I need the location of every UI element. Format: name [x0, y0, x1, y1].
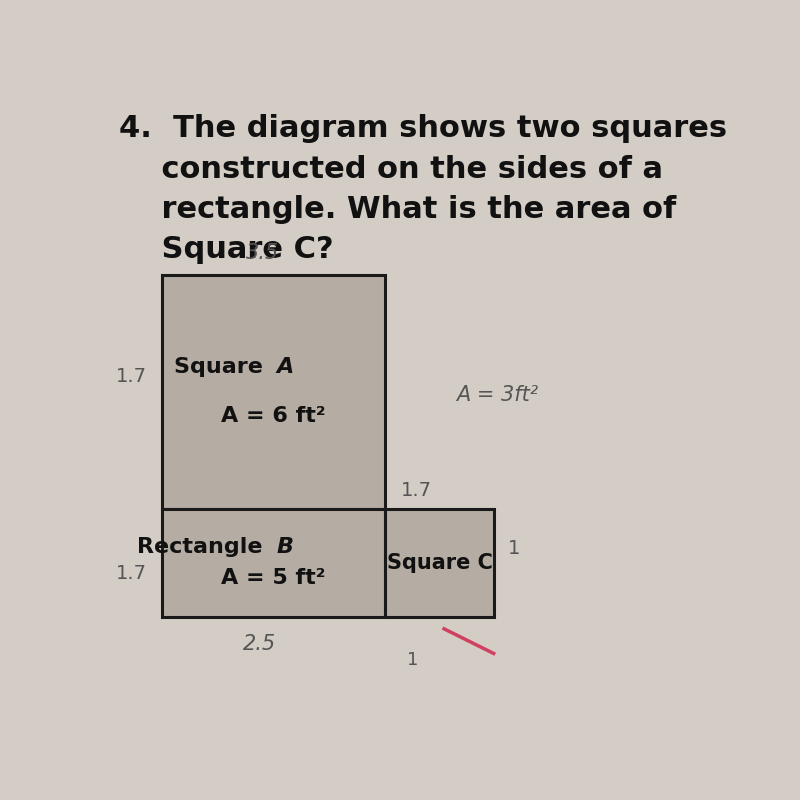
- Text: A = 5 ft²: A = 5 ft²: [222, 568, 326, 588]
- Text: Rectangle: Rectangle: [138, 538, 270, 558]
- Bar: [162, 274, 386, 509]
- Text: Square: Square: [174, 357, 270, 377]
- Text: 1: 1: [407, 650, 418, 669]
- Text: 1.7: 1.7: [115, 366, 146, 386]
- Text: 2.5: 2.5: [242, 634, 276, 654]
- Text: rectangle. What is the area of: rectangle. What is the area of: [118, 194, 676, 223]
- Text: Square C?: Square C?: [118, 234, 334, 264]
- Text: A: A: [277, 357, 294, 377]
- Text: A = 6 ft²: A = 6 ft²: [222, 406, 326, 426]
- Text: Square C: Square C: [386, 553, 492, 573]
- Text: 1.7: 1.7: [401, 481, 432, 500]
- Text: 3.5: 3.5: [246, 243, 279, 263]
- Text: 1.7: 1.7: [115, 564, 146, 583]
- Bar: [386, 509, 494, 617]
- Text: 1: 1: [508, 539, 520, 558]
- Text: 4.  The diagram shows two squares: 4. The diagram shows two squares: [118, 114, 726, 143]
- Text: A = 3ft²: A = 3ft²: [457, 385, 538, 405]
- Text: B: B: [277, 538, 294, 558]
- Bar: [162, 509, 386, 617]
- Text: constructed on the sides of a: constructed on the sides of a: [118, 154, 662, 183]
